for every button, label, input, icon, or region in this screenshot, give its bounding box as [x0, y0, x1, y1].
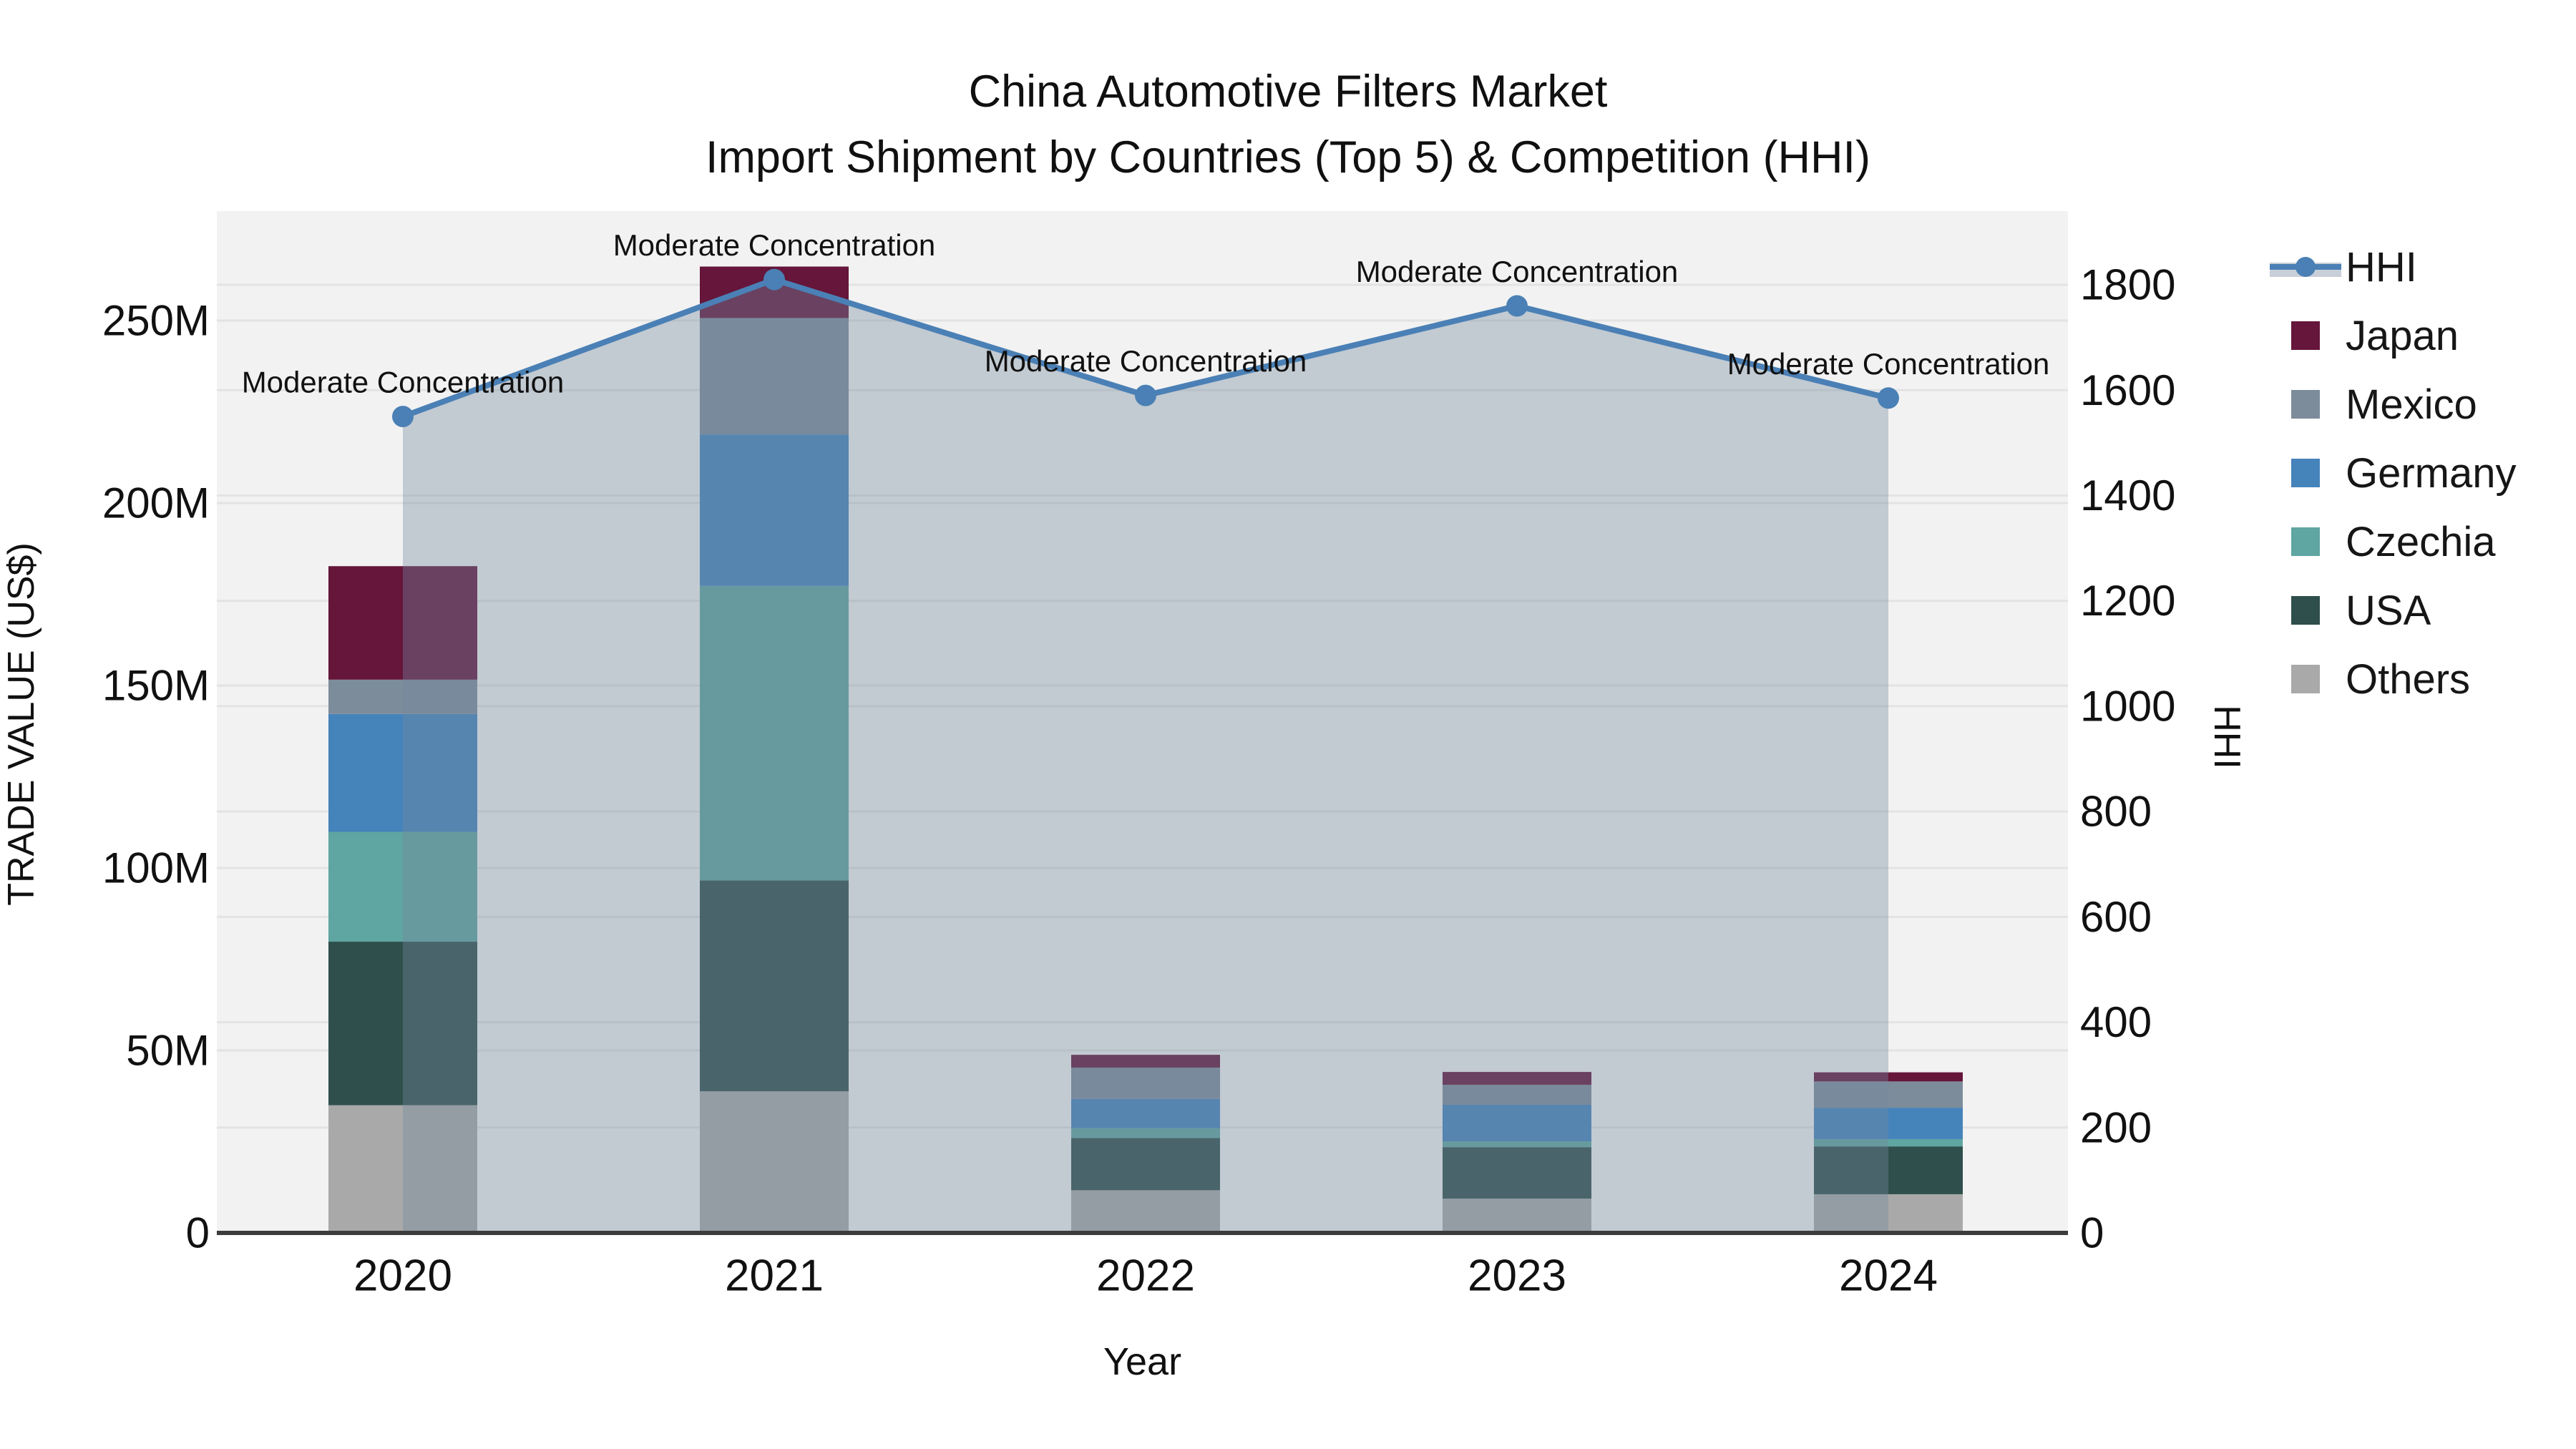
- bar-segment-germany-2024[interactable]: [1814, 1108, 1963, 1139]
- legend-swatch-czechia: [2291, 527, 2320, 556]
- legend-label: HHI: [2346, 243, 2417, 291]
- annotation-2022: Moderate Concentration: [985, 344, 1307, 378]
- y-right-tick-800: 800: [2080, 788, 2152, 836]
- bar-segment-mexico-2020[interactable]: [328, 679, 477, 714]
- y-right-axis-title: HHI: [2206, 705, 2248, 769]
- y-left-tick-50: 50M: [126, 1027, 210, 1075]
- legend-swatch-germany: [2291, 459, 2320, 487]
- hhi-line-legend-icon: [2270, 253, 2341, 281]
- legend-item-others[interactable]: Others: [2270, 645, 2517, 713]
- y-right-tick-0: 0: [2080, 1209, 2104, 1257]
- bar-segment-mexico-2021[interactable]: [700, 318, 849, 435]
- legend-item-usa[interactable]: USA: [2270, 576, 2517, 645]
- y-right-tick-1400: 1400: [2080, 472, 2175, 519]
- legend-item-czechia[interactable]: Czechia: [2270, 507, 2517, 576]
- bar-segment-czechia-2024[interactable]: [1814, 1138, 1963, 1147]
- bar-segment-germany-2021[interactable]: [700, 434, 849, 586]
- y-right-tick-200: 200: [2080, 1103, 2152, 1151]
- x-axis-title: Year: [1103, 1340, 1182, 1383]
- hhi-point-2024[interactable]: [1878, 387, 1899, 409]
- legend-swatch-usa: [2291, 596, 2320, 625]
- bar-segment-usa-2020[interactable]: [328, 942, 477, 1106]
- chart-title-line2: Import Shipment by Countries (Top 5) & C…: [705, 132, 1871, 182]
- bar-segment-mexico-2024[interactable]: [1814, 1081, 1963, 1108]
- y-right-tick-400: 400: [2080, 998, 2152, 1046]
- legend-item-mexico[interactable]: Mexico: [2270, 370, 2517, 439]
- bar-segment-czechia-2022[interactable]: [1071, 1128, 1220, 1138]
- y-right-tick-1000: 1000: [2080, 682, 2175, 730]
- legend-item-japan[interactable]: Japan: [2270, 301, 2517, 370]
- bar-segment-czechia-2023[interactable]: [1443, 1141, 1591, 1148]
- bar-segment-japan-2022[interactable]: [1071, 1055, 1220, 1068]
- bar-segment-mexico-2023[interactable]: [1443, 1084, 1591, 1105]
- bar-segment-germany-2022[interactable]: [1071, 1098, 1220, 1128]
- x-tick-2024: 2024: [1839, 1252, 1938, 1301]
- legend-label: Japan: [2346, 312, 2459, 359]
- bar-segment-usa-2022[interactable]: [1071, 1138, 1220, 1191]
- y-left-tick-200: 200M: [102, 479, 210, 527]
- y-right-tick-1200: 1200: [2080, 577, 2175, 625]
- x-tick-2023: 2023: [1468, 1252, 1566, 1301]
- legend-label: USA: [2346, 587, 2431, 634]
- x-tick-2021: 2021: [725, 1252, 824, 1301]
- annotation-2020: Moderate Concentration: [242, 366, 565, 399]
- hhi-point-2020[interactable]: [392, 406, 414, 428]
- y-left-tick-250: 250M: [102, 297, 210, 345]
- legend-label: Others: [2346, 655, 2471, 703]
- y-left-tick-0: 0: [186, 1209, 210, 1257]
- bar-segment-japan-2020[interactable]: [328, 566, 477, 680]
- y-left-tick-100: 100M: [102, 844, 210, 892]
- y-right-tick-1800: 1800: [2080, 261, 2175, 309]
- annotation-2023: Moderate Concentration: [1356, 255, 1679, 288]
- legend-swatch-mexico: [2291, 390, 2320, 419]
- bar-segment-czechia-2020[interactable]: [328, 831, 477, 942]
- bar-segment-others-2022[interactable]: [1071, 1190, 1220, 1233]
- bar-segment-germany-2020[interactable]: [328, 713, 477, 832]
- bar-segment-usa-2023[interactable]: [1443, 1147, 1591, 1199]
- hhi-area-fill: [403, 279, 1888, 1234]
- legend-label: Czechia: [2346, 518, 2496, 565]
- bar-segment-others-2024[interactable]: [1814, 1194, 1963, 1233]
- hhi-point-2023[interactable]: [1506, 295, 1528, 317]
- x-tick-2020: 2020: [353, 1252, 452, 1301]
- legend-swatch-japan: [2291, 321, 2320, 350]
- y-left-tick-150: 150M: [102, 662, 210, 710]
- legend-label: Germany: [2346, 449, 2517, 497]
- annotation-2024: Moderate Concentration: [1727, 347, 2050, 381]
- legend-swatch-others: [2291, 665, 2320, 693]
- bar-segment-mexico-2022[interactable]: [1071, 1067, 1220, 1099]
- y-right-tick-600: 600: [2080, 893, 2152, 941]
- bar-segment-japan-2023[interactable]: [1443, 1072, 1591, 1085]
- x-tick-2022: 2022: [1096, 1252, 1195, 1301]
- hhi-point-2021[interactable]: [763, 268, 785, 291]
- bar-segment-germany-2023[interactable]: [1443, 1104, 1591, 1141]
- annotation-2021: Moderate Concentration: [613, 228, 936, 262]
- bar-segment-others-2021[interactable]: [700, 1091, 849, 1233]
- legend-item-germany[interactable]: Germany: [2270, 439, 2517, 507]
- bar-segment-usa-2024[interactable]: [1814, 1146, 1963, 1194]
- legend: HHI Japan Mexico Germany Czechia USA Others: [2270, 233, 2517, 713]
- y-left-axis-title: TRADE VALUE (US$): [1, 542, 42, 906]
- bar-segment-czechia-2021[interactable]: [700, 585, 849, 881]
- bar-segment-others-2023[interactable]: [1443, 1199, 1591, 1233]
- bar-segment-others-2020[interactable]: [328, 1105, 477, 1234]
- legend-label: Mexico: [2346, 381, 2477, 428]
- bar-segment-usa-2021[interactable]: [700, 880, 849, 1092]
- bar-segment-japan-2024[interactable]: [1814, 1072, 1963, 1082]
- y-right-tick-1600: 1600: [2080, 366, 2175, 414]
- hhi-point-2022[interactable]: [1135, 384, 1156, 406]
- legend-item-hhi[interactable]: HHI: [2270, 233, 2517, 301]
- chart-title-line1: China Automotive Filters Market: [968, 67, 1608, 117]
